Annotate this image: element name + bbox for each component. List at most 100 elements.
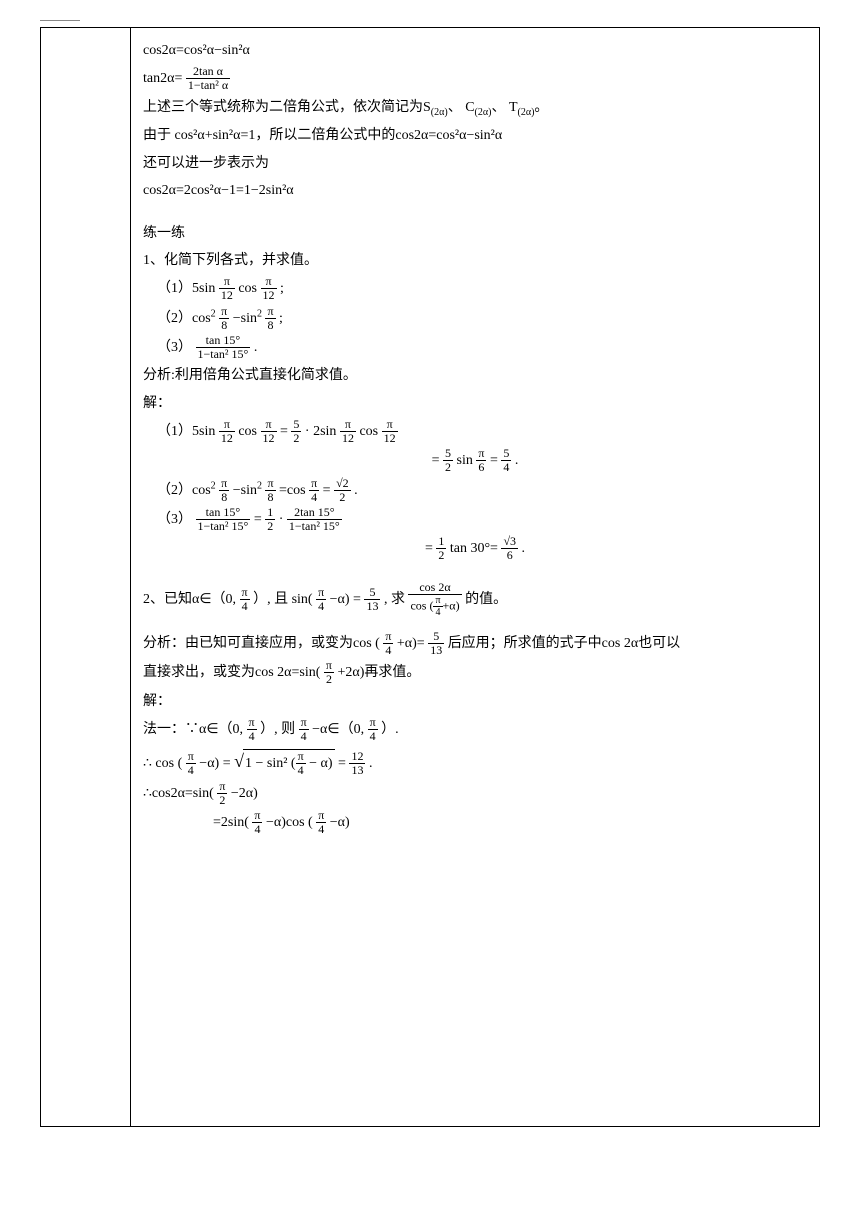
d: 13 [428,644,444,657]
n: π [240,586,250,600]
t: 2sin [313,424,336,439]
frac: π12 [219,418,235,445]
n: π [296,750,306,764]
d: 2 [217,794,227,807]
frac: π4 [368,716,378,743]
d: 4 [299,730,309,743]
n: π [219,418,235,432]
t: = [338,756,346,771]
table-main-column: cos2α=cos²α−sin²α tan2α= 2tan α 1−tan² α… [131,28,819,1126]
t: , 求 [384,591,405,606]
d: 2 [436,549,446,562]
n: 2tan 15° [287,506,342,520]
n: π [316,809,326,823]
analysis2-line1: 分析：由已知可直接应用，或变为cos ( π4 +α)= 513 后应用；所求值… [143,630,807,657]
t: （1）5sin [157,424,215,439]
t: （3） [157,340,192,355]
frac: 2tan 15°1−tan² 15° [287,506,342,533]
frac: π12 [261,418,277,445]
document-table: cos2α=cos²α−sin²α tan2α= 2tan α 1−tan² α… [40,27,820,1127]
t: −α)cos ( [266,815,313,830]
t: = [425,541,433,556]
para-identity: 由于 cos²α+sin²α=1，所以二倍角公式中的cos2α=cos²α−si… [143,123,807,148]
sup: 2 [257,308,262,319]
solution-label2: 解： [143,689,807,714]
d: 4 [186,764,196,777]
n: π [261,418,277,432]
d: 4 [383,644,393,657]
t: T [509,100,518,115]
frac: π8 [265,305,275,332]
t: +α)= [397,636,425,651]
frac: π4 [433,595,442,618]
frac: 513 [364,586,380,613]
n: π [324,659,334,673]
text: 、 [448,100,462,115]
n: π [186,750,196,764]
n: π [261,275,277,289]
frac: π12 [219,275,235,302]
analysis2-line2: 直接求出，或变为cos 2α=sin( π2 +2α)再求值。 [143,659,807,686]
t: = [254,512,262,527]
frac: π4 [186,750,196,777]
d: 8 [265,319,275,332]
sub: (2α) [518,106,535,117]
text: 。 [534,100,548,115]
equation-cos-alt: cos2α=2cos²α−1=1−2sin²α [143,178,807,203]
n: π [382,418,398,432]
frac: 12 [265,506,275,533]
t: ）, 且 sin( [253,591,313,606]
t: 1 − sin² ( [245,756,296,771]
q1-item2: （2）cos2 π8 −sin2 π8 ; [143,305,807,332]
frac: π12 [340,418,356,445]
frac: 54 [501,447,511,474]
s2a: S(2α) [423,100,448,115]
d: cos (π4+α) [408,595,461,618]
n: tan 15° [196,334,251,348]
t: −2α) [231,786,258,801]
t: = [490,453,498,468]
n: π [299,716,309,730]
t: . [369,756,373,771]
t: − α) [306,756,333,771]
sub: (2α) [431,106,448,117]
step1-line: ∴ cos ( π4 −α) = √ 1 − sin² (π4 − α) = 1… [143,745,807,777]
frac: π8 [219,305,229,332]
d: 12 [340,432,356,445]
t: C [465,100,474,115]
n: 5 [443,447,453,461]
d: 13 [364,600,380,613]
n: π [219,275,235,289]
frac: 52 [443,447,453,474]
frac: π4 [252,809,262,836]
n: π [252,809,262,823]
n: 5 [364,586,380,600]
n: π [340,418,356,432]
t: =2sin( [213,815,249,830]
t: cos ( [410,598,433,612]
t: 的值。 [465,591,507,606]
sol3-line1: （3） tan 15°1−tan² 15° = 12 · 2tan 15°1−t… [143,506,807,533]
d: 13 [349,764,365,777]
t: 分析：由已知可直接应用，或变为cos ( [143,636,380,651]
frac: π12 [261,275,277,302]
d: 8 [219,491,229,504]
t: −sin [233,311,257,326]
sub: (2α) [475,106,492,117]
t: +α) [443,598,460,612]
sup: 2 [257,480,262,491]
n: π [309,477,319,491]
t: = [432,453,440,468]
n: 5 [501,447,511,461]
radicand: 1 − sin² (π4 − α) [243,749,335,777]
n: π [316,586,326,600]
practice-heading: 练一练 [143,221,807,246]
d: 4 [368,730,378,743]
table-side-column [41,28,131,1126]
t: = [323,482,331,497]
n: cos 2α [408,581,461,595]
t: S [423,100,431,115]
n: 1 [436,535,446,549]
sol3-line2: = 12 tan 30°= √36 . [143,535,807,562]
frac: 1213 [349,750,365,777]
